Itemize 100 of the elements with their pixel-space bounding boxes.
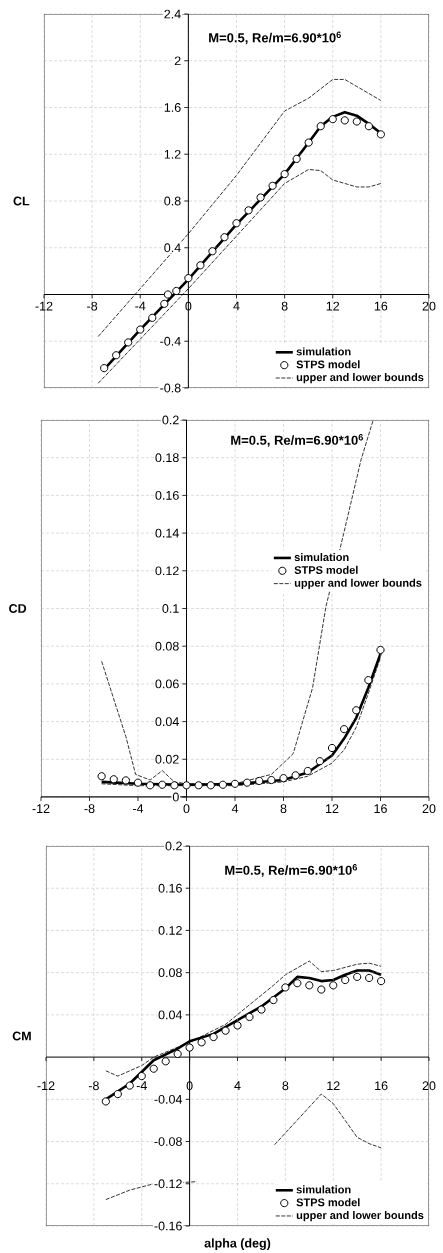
y-tick-label: 0.16 [155, 490, 179, 500]
point [377, 977, 386, 986]
point [292, 154, 301, 164]
point [267, 775, 276, 785]
legend-label: upper and lower bounds [296, 1211, 424, 1222]
y-tick-label: 2.4 [164, 9, 181, 19]
y-tick-label: 0.08 [155, 641, 179, 651]
point [184, 274, 193, 283]
x-tick-label: 8 [280, 804, 287, 814]
y-tick-label: -0.04 [154, 1094, 183, 1104]
point [197, 1038, 206, 1047]
x-tick-label: -4 [136, 1081, 147, 1090]
y-tick-label: 0.06 [155, 679, 179, 689]
point [113, 1089, 122, 1099]
point [291, 771, 300, 780]
point [352, 117, 361, 126]
point [161, 1057, 170, 1066]
x-tick-label: -4 [135, 301, 146, 311]
point [137, 1072, 146, 1081]
point [209, 1032, 218, 1042]
point [293, 979, 302, 988]
point [146, 781, 155, 790]
point [340, 725, 349, 734]
y-tick-label: 0.18 [155, 453, 179, 463]
point [255, 776, 264, 786]
x-tick-label: 12 [326, 301, 340, 311]
point [232, 219, 241, 228]
y-tick-label: 0.2 [165, 841, 182, 851]
point [148, 313, 157, 322]
point [173, 1049, 182, 1059]
point [256, 193, 265, 202]
y-tick-label: 1.2 [164, 149, 181, 159]
y-tick-label: 0.08 [158, 968, 182, 978]
point [221, 1026, 230, 1035]
x-tick-label: -8 [88, 1081, 99, 1091]
x-tick-label: 12 [327, 1081, 340, 1091]
y-tick-label: 0.16 [158, 883, 182, 893]
point [341, 975, 350, 985]
y-tick-label: -0.8 [160, 383, 181, 393]
point [124, 338, 133, 347]
point [163, 290, 173, 299]
x-tick-label: 8 [281, 301, 288, 311]
y-tick-label: -0.12 [154, 1179, 182, 1189]
point [112, 351, 121, 360]
point [121, 776, 130, 785]
y-tick-label: 0.12 [155, 566, 179, 576]
point [109, 775, 118, 784]
point [352, 706, 361, 715]
point [376, 645, 385, 655]
legend-label: STPS model [296, 360, 360, 369]
point [245, 1012, 254, 1022]
point [100, 364, 109, 373]
text: M=0.5, Re/m=6.90*10$^{6}$ [231, 434, 363, 447]
point [317, 985, 326, 994]
point [218, 780, 227, 789]
point [136, 325, 145, 334]
legend-label: simulation [296, 1185, 351, 1194]
legend-label: simulation [296, 347, 351, 356]
legend-label: simulation [294, 553, 349, 562]
point [182, 781, 191, 790]
x-tick-label: 4 [231, 804, 239, 813]
text: M=0.5, Re/m=6.90*10$^{6}$ [209, 31, 341, 45]
legend-label: STPS model [296, 1198, 360, 1207]
x-tick-label: -4 [132, 804, 144, 813]
point [327, 743, 337, 753]
point [281, 983, 290, 992]
y-tick-label: -0.4 [160, 336, 181, 346]
point [196, 261, 205, 270]
y-tick-label: -0.08 [154, 1137, 182, 1146]
point [257, 1005, 266, 1014]
x-tick-label: 20 [422, 1081, 436, 1091]
point [194, 781, 203, 790]
point [269, 996, 278, 1005]
x-tick-label: 4 [234, 1081, 241, 1090]
point [303, 766, 312, 776]
y-tick-label: 2 [174, 56, 181, 66]
y-tick-label: 0.1 [162, 604, 179, 613]
legend-label: STPS model [294, 565, 358, 574]
point [158, 780, 167, 789]
point [125, 1081, 134, 1090]
point [101, 1097, 110, 1106]
x-tick-label: 4 [233, 301, 240, 311]
point [220, 233, 229, 242]
point [185, 1043, 194, 1052]
point [149, 1064, 158, 1073]
x-tick-label: 20 [422, 301, 436, 311]
y-tick-label: 0.8 [164, 196, 181, 206]
point [316, 122, 325, 131]
point [305, 981, 314, 990]
point [328, 115, 337, 124]
point [268, 181, 277, 190]
x-tick-label: 16 [374, 301, 388, 311]
x-tick-label: 16 [375, 1081, 388, 1091]
point [208, 247, 217, 256]
y-axis-title: CM [12, 1031, 31, 1041]
y-tick-label: 0.12 [158, 926, 182, 935]
x-tick-label: -12 [37, 1081, 55, 1091]
point [206, 781, 215, 790]
x-tick-label: 16 [374, 804, 387, 814]
x-tick-label: -12 [35, 301, 53, 311]
